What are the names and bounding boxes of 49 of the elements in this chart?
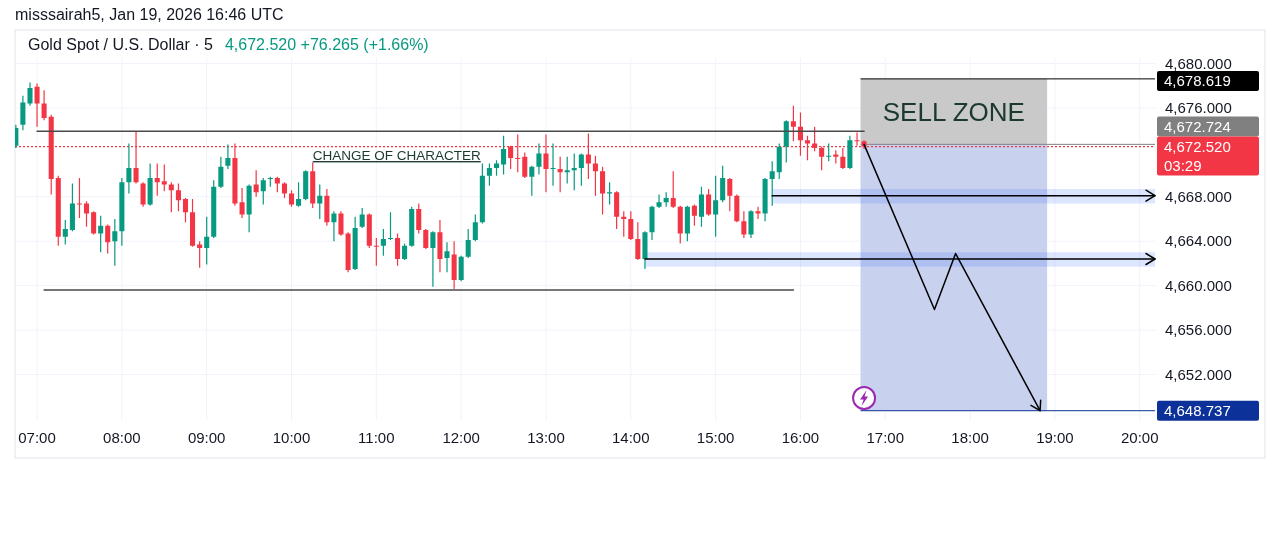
candlestick <box>225 144 231 170</box>
y-tick-label: 4,680.000 <box>1165 54 1232 72</box>
candlestick <box>444 242 450 273</box>
candlestick <box>748 210 754 238</box>
ref-line-label: 4,648.737 <box>1164 402 1231 420</box>
x-tick-label: 17:00 <box>866 429 905 446</box>
y-tick-label: 4,664.000 <box>1165 232 1232 250</box>
x-tick-label: 15:00 <box>696 429 735 446</box>
candlestick <box>41 90 47 121</box>
x-tick-label: 18:00 <box>951 429 989 446</box>
x-tick-label: 10:00 <box>272 429 311 446</box>
candlestick <box>437 220 443 273</box>
x-tick-label: 20:00 <box>1120 429 1159 446</box>
x-tick-label: 14:00 <box>612 429 650 446</box>
candlestick <box>338 211 344 236</box>
x-tick-label: 13:00 <box>527 429 565 446</box>
ref-line-label: 4,678.619 <box>1164 72 1231 90</box>
text: misssairah5, Jan 19, 2026 16:46 UTC <box>15 6 284 23</box>
chart-title: Gold Spot / U.S. Dollar · 5 <box>28 36 214 53</box>
ref-line-label: 4,672.520 03:29 <box>1164 138 1231 175</box>
candlestick <box>755 206 761 220</box>
candlestick <box>331 211 337 242</box>
y-tick-label: 4,676.000 <box>1165 99 1232 117</box>
x-tick-label: 12:00 <box>442 429 480 446</box>
candlestick <box>536 143 542 175</box>
y-tick-label: 4,656.000 <box>1165 321 1232 339</box>
candlestick <box>656 194 662 208</box>
candlestick <box>430 231 436 287</box>
y-tick-label: 4,668.000 <box>1165 188 1232 206</box>
chart-subtitle: 4,672.520 +76.265 (+1.66%) <box>224 36 429 53</box>
candlestick <box>27 82 33 106</box>
candlestick <box>642 231 648 269</box>
x-tick-label: 09:00 <box>187 429 226 446</box>
y-tick-label: 4,652.000 <box>1165 365 1232 383</box>
candlestick <box>133 131 139 184</box>
x-tick-label: 08:00 <box>103 429 141 446</box>
x-tick-label: 11:00 <box>358 429 395 446</box>
candlestick <box>550 143 556 186</box>
candlestick <box>239 187 245 218</box>
ref-line-label: 4,672.724 <box>1164 118 1231 136</box>
x-tick-label: 16:00 <box>781 429 820 446</box>
annotation: CHANGE OF CHARACTER <box>312 148 481 164</box>
y-tick-label: 4,660.000 <box>1165 276 1232 294</box>
band-label: SELL ZONE <box>882 96 1025 127</box>
x-tick-label: 19:00 <box>1036 429 1074 446</box>
candlestick <box>649 205 655 241</box>
candlestick <box>34 83 40 127</box>
x-tick-label: 07:00 <box>18 429 56 446</box>
candlestick <box>126 143 132 194</box>
